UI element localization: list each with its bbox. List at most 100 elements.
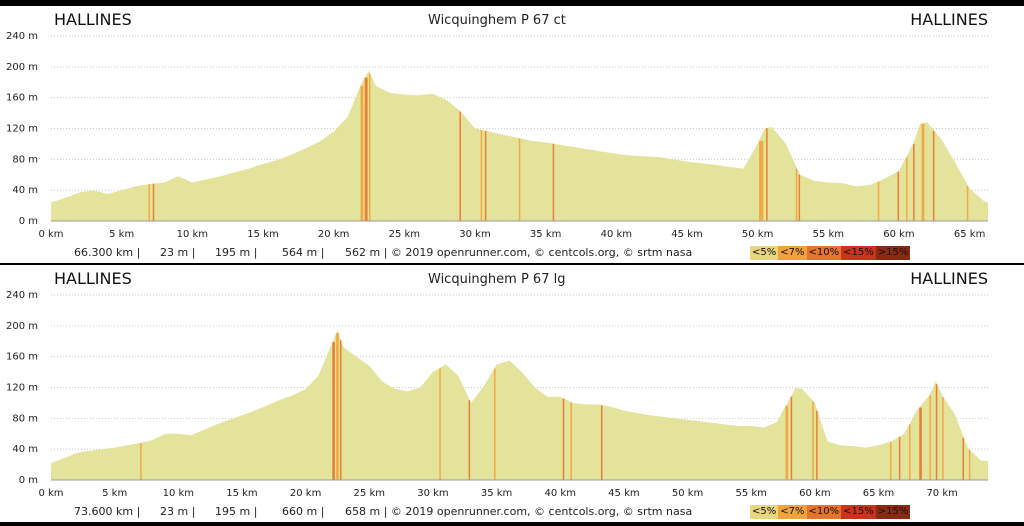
elevation-profile-panel-lg: HALLINES Wicquinghem P 67 lg HALLINES 0 … — [0, 265, 1024, 522]
end-place-label: HALLINES — [910, 10, 988, 29]
end-place-label: HALLINES — [910, 269, 988, 288]
steep-gradient-band — [468, 400, 471, 480]
x-tick-label: 65 km — [954, 229, 985, 240]
steep-gradient-band — [494, 368, 496, 480]
grade-legend-item: <5% — [750, 246, 779, 260]
x-tick-label: 45 km — [671, 229, 702, 240]
chart-title: Wicquinghem P 67 lg — [428, 272, 566, 287]
steep-gradient-band — [932, 130, 935, 221]
stat-min-altitude: 23 m | — [160, 246, 196, 259]
x-tick-label: 20 km — [318, 229, 349, 240]
chart-title: Wicquinghem P 67 ct — [428, 13, 566, 28]
steep-gradient-band — [570, 402, 572, 480]
grade-legend: <5% <7% <10% <15% >15% — [750, 246, 911, 260]
y-tick-label: 0 m — [19, 475, 38, 486]
steep-gradient-band — [364, 77, 368, 221]
start-place-label: HALLINES — [54, 269, 132, 288]
y-tick-label: 200 m — [6, 321, 38, 332]
steep-gradient-band — [336, 333, 339, 480]
y-tick-label: 80 m — [12, 154, 38, 165]
steep-gradient-band — [877, 181, 880, 221]
steep-gradient-band — [790, 396, 793, 480]
steep-gradient-band — [816, 410, 818, 480]
x-tick-label: 60 km — [799, 488, 830, 499]
x-tick-label: 55 km — [813, 229, 844, 240]
steep-gradient-band — [759, 140, 764, 221]
elevation-chart: 0 m 40 m 80 m 120 m 160 m 200 m 240 m 0 km 5 km 1… — [6, 290, 988, 499]
steep-gradient-band — [889, 441, 892, 480]
x-tick-label: 5 km — [109, 229, 134, 240]
y-tick-label: 240 m — [6, 290, 38, 301]
y-tick-label: 40 m — [12, 185, 38, 196]
start-place-label: HALLINES — [54, 10, 132, 29]
grade-legend-item: <15% — [841, 505, 876, 519]
x-tick-label: 5 km — [102, 488, 127, 499]
steep-gradient-band — [600, 405, 603, 480]
steep-gradient-band — [152, 183, 155, 221]
grade-legend-item: <15% — [841, 246, 876, 260]
x-tick-label: 45 km — [608, 488, 639, 499]
steep-gradient-band — [929, 395, 931, 480]
stat-min-altitude: 23 m | — [160, 505, 196, 518]
steep-gradient-band — [942, 397, 944, 480]
x-tick-label: 0 km — [38, 488, 63, 499]
y-tick-label: 0 m — [19, 216, 38, 227]
grade-legend-item: <7% — [778, 505, 807, 519]
steep-gradient-band — [439, 368, 441, 480]
steep-gradient-band — [148, 184, 151, 221]
stat-distance: 73.600 km | — [74, 505, 141, 518]
y-tick-label: 160 m — [6, 352, 38, 363]
x-tick-label: 10 km — [163, 488, 194, 499]
y-tick-label: 80 m — [12, 413, 38, 424]
x-tick-label: 15 km — [247, 229, 278, 240]
stat-distance: 66.300 km | — [74, 246, 141, 259]
y-tick-label: 120 m — [6, 383, 38, 394]
grade-legend-item: <10% — [806, 246, 842, 260]
stat-elevation-loss: 658 m | © 2019 openrunner.com, © centcol… — [345, 505, 693, 518]
grade-legend-item: >15% — [875, 505, 911, 519]
x-tick-label: 25 km — [389, 229, 420, 240]
stat-elevation-gain: 660 m | — [282, 505, 325, 518]
steep-gradient-band — [459, 111, 461, 221]
steep-gradient-band — [913, 143, 915, 221]
steep-gradient-band — [332, 342, 335, 480]
steep-gradient-band — [919, 407, 922, 480]
steep-gradient-band — [798, 174, 801, 221]
y-tick-label: 240 m — [6, 31, 38, 42]
steep-gradient-band — [785, 406, 789, 480]
x-tick-label: 30 km — [459, 229, 490, 240]
steep-gradient-band — [518, 138, 521, 221]
steep-gradient-band — [909, 424, 911, 480]
steep-gradient-band — [360, 85, 364, 221]
stat-elevation-loss: 562 m | © 2019 openrunner.com, © centcol… — [345, 246, 693, 259]
x-tick-label: 60 km — [883, 229, 914, 240]
x-tick-label: 50 km — [742, 229, 773, 240]
x-tick-label: 15 km — [226, 488, 257, 499]
x-tick-label: 40 km — [545, 488, 576, 499]
x-tick-label: 65 km — [863, 488, 894, 499]
steep-gradient-band — [812, 401, 814, 480]
elevation-chart: 0 m 40 m 80 m 120 m 160 m 200 m 240 m 0 km 5 km 1… — [6, 31, 988, 240]
grade-legend-item: >15% — [875, 246, 911, 260]
x-tick-label: 70 km — [926, 488, 957, 499]
x-tick-label: 40 km — [601, 229, 632, 240]
x-tick-label: 50 km — [672, 488, 703, 499]
steep-gradient-band — [766, 128, 768, 221]
steep-gradient-band — [552, 143, 555, 221]
steep-gradient-band — [898, 436, 901, 480]
steep-gradient-band — [935, 384, 938, 480]
grade-legend: <5% <7% <10% <15% >15% — [750, 505, 911, 519]
steep-gradient-band — [795, 168, 798, 221]
steep-gradient-band — [962, 437, 965, 480]
steep-gradient-band — [897, 171, 900, 221]
steep-gradient-band — [140, 443, 142, 480]
steep-gradient-band — [562, 398, 565, 480]
grade-legend-item: <10% — [806, 505, 842, 519]
elevation-profile-panel-ct: HALLINES Wicquinghem P 67 ct HALLINES 0 … — [0, 6, 1024, 263]
y-tick-label: 160 m — [6, 93, 38, 104]
x-tick-label: 55 km — [735, 488, 766, 499]
x-tick-label: 30 km — [417, 488, 448, 499]
x-tick-label: 35 km — [481, 488, 512, 499]
steep-gradient-band — [480, 130, 483, 221]
steep-gradient-band — [339, 340, 342, 480]
